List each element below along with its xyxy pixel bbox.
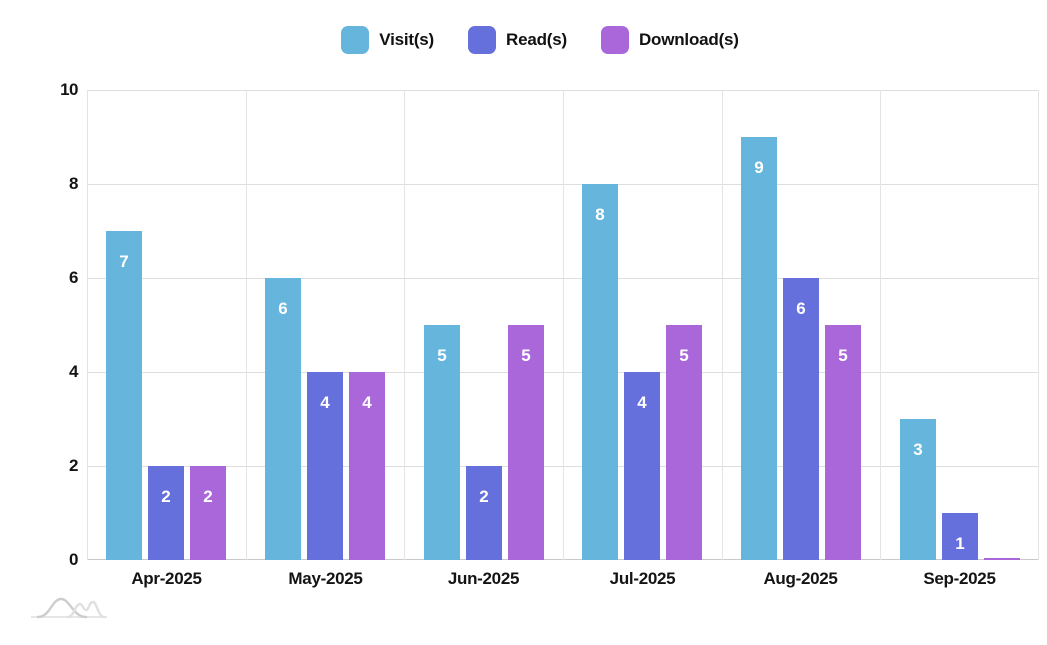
legend-item-downloads[interactable]: Download(s) bbox=[600, 26, 739, 54]
y-axis-tick-8: 8 bbox=[69, 174, 78, 193]
bar-downloads-jul-2025[interactable]: 5 bbox=[666, 325, 702, 560]
x-axis-label-jun-2025: Jun-2025 bbox=[447, 569, 520, 588]
bar-visits-apr-2025[interactable]: 7 bbox=[106, 231, 142, 560]
bar-reads-apr-2025[interactable]: 2 bbox=[148, 466, 184, 560]
plot-area: 7 6 5 8 9 3 2 4 2 4 6 1 2 4 5 5 5 bbox=[87, 90, 1039, 560]
y-axis-tick-6: 6 bbox=[69, 268, 78, 287]
bar-downloads-aug-2025[interactable]: 5 bbox=[825, 325, 861, 560]
bar-value-label: 1 bbox=[955, 534, 965, 553]
bar-reads-aug-2025[interactable]: 6 bbox=[783, 278, 819, 560]
bar-reads-may-2025[interactable]: 4 bbox=[307, 372, 343, 560]
y-axis-tick-2: 2 bbox=[69, 456, 78, 475]
bar-reads-jun-2025[interactable]: 2 bbox=[466, 466, 502, 560]
y-axis-tick-0: 0 bbox=[69, 550, 78, 569]
bar-value-label: 2 bbox=[161, 487, 171, 506]
legend-swatch-visits-icon bbox=[341, 26, 370, 54]
y-axis-tick-10: 10 bbox=[60, 80, 78, 99]
bar-visits-sep-2025[interactable]: 3 bbox=[900, 419, 936, 560]
legend-label-reads: Read(s) bbox=[506, 30, 567, 49]
bar-value-label: 3 bbox=[913, 440, 923, 459]
gridline-v-2 bbox=[404, 90, 405, 560]
bar-reads-sep-2025[interactable]: 1 bbox=[942, 513, 978, 560]
legend-item-visits[interactable]: Visit(s) bbox=[341, 26, 434, 54]
gridline-v-5 bbox=[880, 90, 881, 560]
bar-value-label: 7 bbox=[119, 252, 129, 271]
gridline-v-3 bbox=[563, 90, 564, 560]
gridline-v-4 bbox=[722, 90, 723, 560]
bar-downloads-may-2025[interactable]: 4 bbox=[349, 372, 385, 560]
bar-value-label: 5 bbox=[679, 346, 689, 365]
bar-value-label: 4 bbox=[320, 393, 330, 412]
legend-item-reads[interactable]: Read(s) bbox=[468, 26, 567, 54]
bar-value-label: 9 bbox=[754, 158, 764, 177]
bar-visits-jun-2025[interactable]: 5 bbox=[424, 325, 460, 560]
legend-label-downloads: Download(s) bbox=[638, 30, 739, 49]
bar-downloads-sep-2025[interactable] bbox=[984, 558, 1020, 560]
bar-value-label: 2 bbox=[203, 487, 213, 506]
legend-label-visits: Visit(s) bbox=[379, 30, 435, 49]
bar-downloads-apr-2025[interactable]: 2 bbox=[190, 466, 226, 560]
legend-swatch-reads-icon bbox=[468, 26, 497, 54]
bar-value-label: 8 bbox=[595, 205, 605, 224]
legend-swatch-downloads-icon bbox=[600, 26, 629, 54]
x-axis-label-may-2025: May-2025 bbox=[288, 569, 363, 588]
y-axis-tick-4: 4 bbox=[69, 362, 78, 381]
x-axis-label-jul-2025: Jul-2025 bbox=[609, 569, 676, 588]
bar-value-label: 5 bbox=[521, 346, 531, 365]
bar-visits-aug-2025[interactable]: 9 bbox=[741, 137, 777, 560]
bar-downloads-jun-2025[interactable]: 5 bbox=[508, 325, 544, 560]
gridline-v-1 bbox=[246, 90, 247, 560]
bar-value-label: 4 bbox=[637, 393, 647, 412]
bar-reads-jul-2025[interactable]: 4 bbox=[624, 372, 660, 560]
wave-curves-logo-icon bbox=[31, 597, 107, 619]
bar-value-label: 2 bbox=[479, 487, 489, 506]
x-axis-label-apr-2025: Apr-2025 bbox=[131, 569, 202, 588]
x-axis-label-aug-2025: Aug-2025 bbox=[763, 569, 838, 588]
bar-value-label: 5 bbox=[437, 346, 447, 365]
bar-value-label: 6 bbox=[278, 299, 288, 318]
x-axis-label-sep-2025: Sep-2025 bbox=[923, 569, 996, 588]
bar-visits-may-2025[interactable]: 6 bbox=[265, 278, 301, 560]
bar-value-label: 6 bbox=[796, 299, 806, 318]
bar-value-label: 5 bbox=[838, 346, 848, 365]
gridline-v-0 bbox=[87, 90, 88, 560]
gridline-v-6 bbox=[1038, 90, 1039, 560]
bar-visits-jul-2025[interactable]: 8 bbox=[582, 184, 618, 560]
bar-value-label: 4 bbox=[362, 393, 372, 412]
legend: Visit(s) Read(s) Download(s) bbox=[0, 26, 1047, 54]
